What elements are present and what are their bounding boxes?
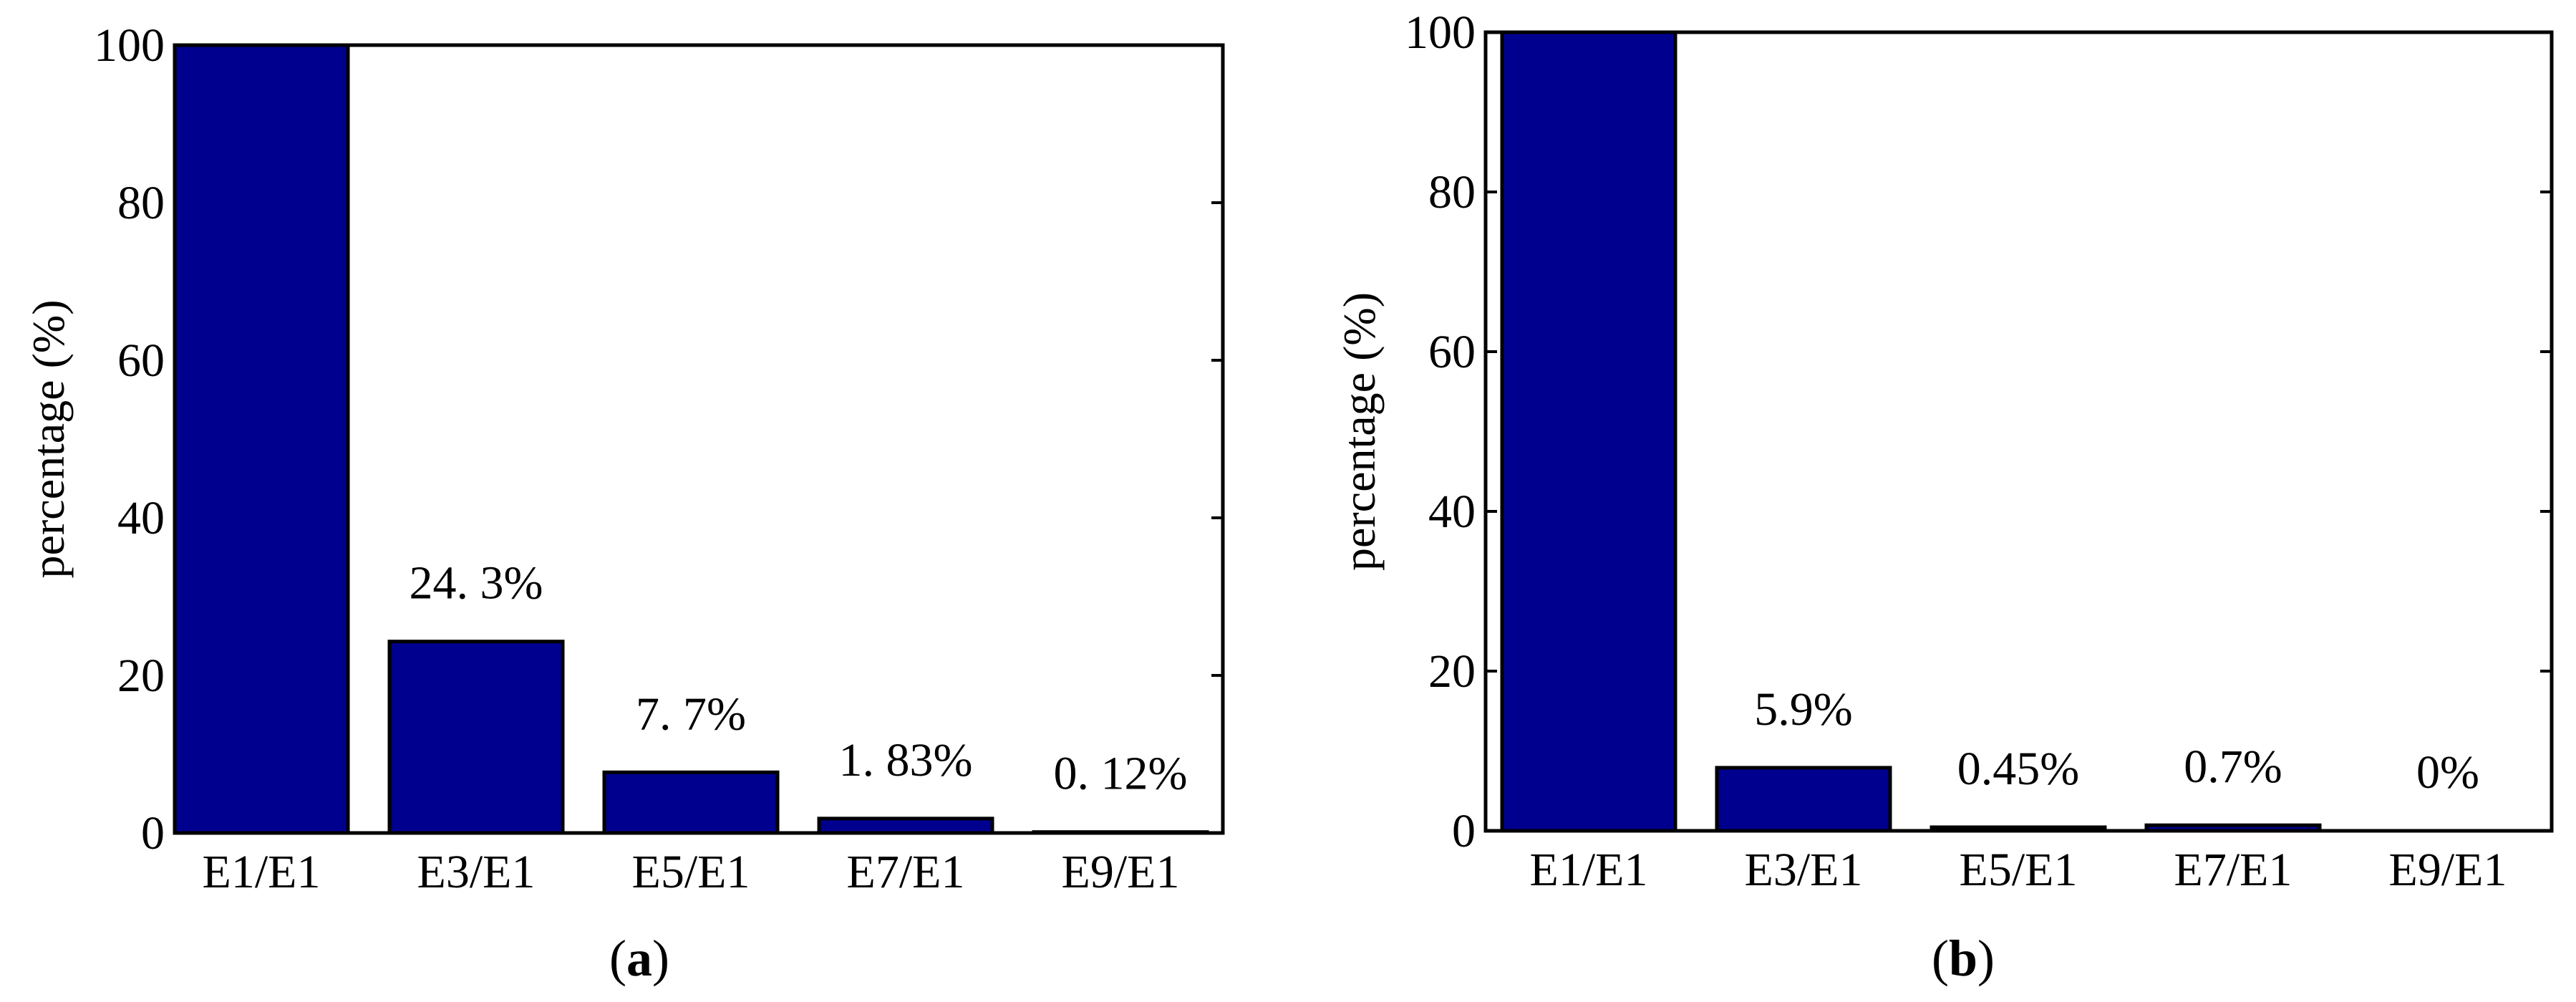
x-tick-label: E9/E1 <box>1062 846 1180 898</box>
data-label: 7. 7% <box>636 688 746 740</box>
bar-e1-e1 <box>1500 30 1677 833</box>
x-tick-label: E5/E1 <box>1960 844 2078 896</box>
bar-e3-e1 <box>387 640 565 835</box>
x-tick-label: E5/E1 <box>632 846 750 898</box>
y-tick-label: 20 <box>117 650 165 702</box>
data-label: 24. 3% <box>410 557 543 610</box>
y-axis-title: percentage (%) <box>23 299 74 578</box>
bar-e9-e1 <box>1032 830 1209 835</box>
data-label: 5.9% <box>1754 683 1852 736</box>
panel-caption: (b) <box>1932 930 1995 987</box>
x-tick-label: E1/E1 <box>1530 844 1648 896</box>
y-tick-label: 80 <box>1428 166 1476 218</box>
bar-e3-e1 <box>1715 766 1892 833</box>
y-tick-label: 60 <box>1428 326 1476 378</box>
bar-e7-e1 <box>817 816 994 835</box>
y-tick-label: 40 <box>1428 486 1476 538</box>
bar-e1-e1 <box>173 43 350 835</box>
data-label: 1. 83% <box>839 734 973 786</box>
x-tick-label: E3/E1 <box>417 846 536 898</box>
x-tick-label: E7/E1 <box>2174 844 2292 896</box>
chart-panel-a: 0 20 40 60 80 100 E1/E1 E3/E1 24. 3% E5/E1 7. 7% E7… <box>23 19 1225 987</box>
bar-e5-e1 <box>602 770 780 835</box>
y-tick-label: 60 <box>117 334 165 387</box>
data-label: 0% <box>2416 746 2479 799</box>
y-axis-title: percentage (%) <box>1334 292 1385 571</box>
data-label: 0. 12% <box>1054 748 1188 800</box>
y-tick-label: 40 <box>117 492 165 544</box>
y-tick-label: 100 <box>1405 6 1476 59</box>
y-tick-label: 0 <box>1452 805 1476 857</box>
y-tick-label: 20 <box>1428 645 1476 698</box>
y-tick-label: 100 <box>94 19 165 72</box>
chart-panel-b: 0 20 40 60 80 100 E1/E1 E3/E1 5.9% E5/E1 0.45% E7/E… <box>1334 6 2554 987</box>
x-tick-label: E1/E1 <box>203 846 321 898</box>
bar-e5-e1 <box>1929 825 2107 833</box>
x-tick-label: E7/E1 <box>847 846 965 898</box>
data-label: 0.45% <box>1957 743 2079 795</box>
panel-caption-letter: b <box>1949 930 1977 987</box>
y-tick-label: 80 <box>117 177 165 229</box>
data-label: 0.7% <box>2184 741 2282 793</box>
bar-e7-e1 <box>2144 823 2322 833</box>
panel-caption: (a) <box>609 930 669 987</box>
y-tick-label: 0 <box>141 807 165 859</box>
x-tick-label: E9/E1 <box>2389 844 2507 896</box>
x-tick-label: E3/E1 <box>1745 844 1863 896</box>
panel-caption-letter: a <box>626 930 652 987</box>
